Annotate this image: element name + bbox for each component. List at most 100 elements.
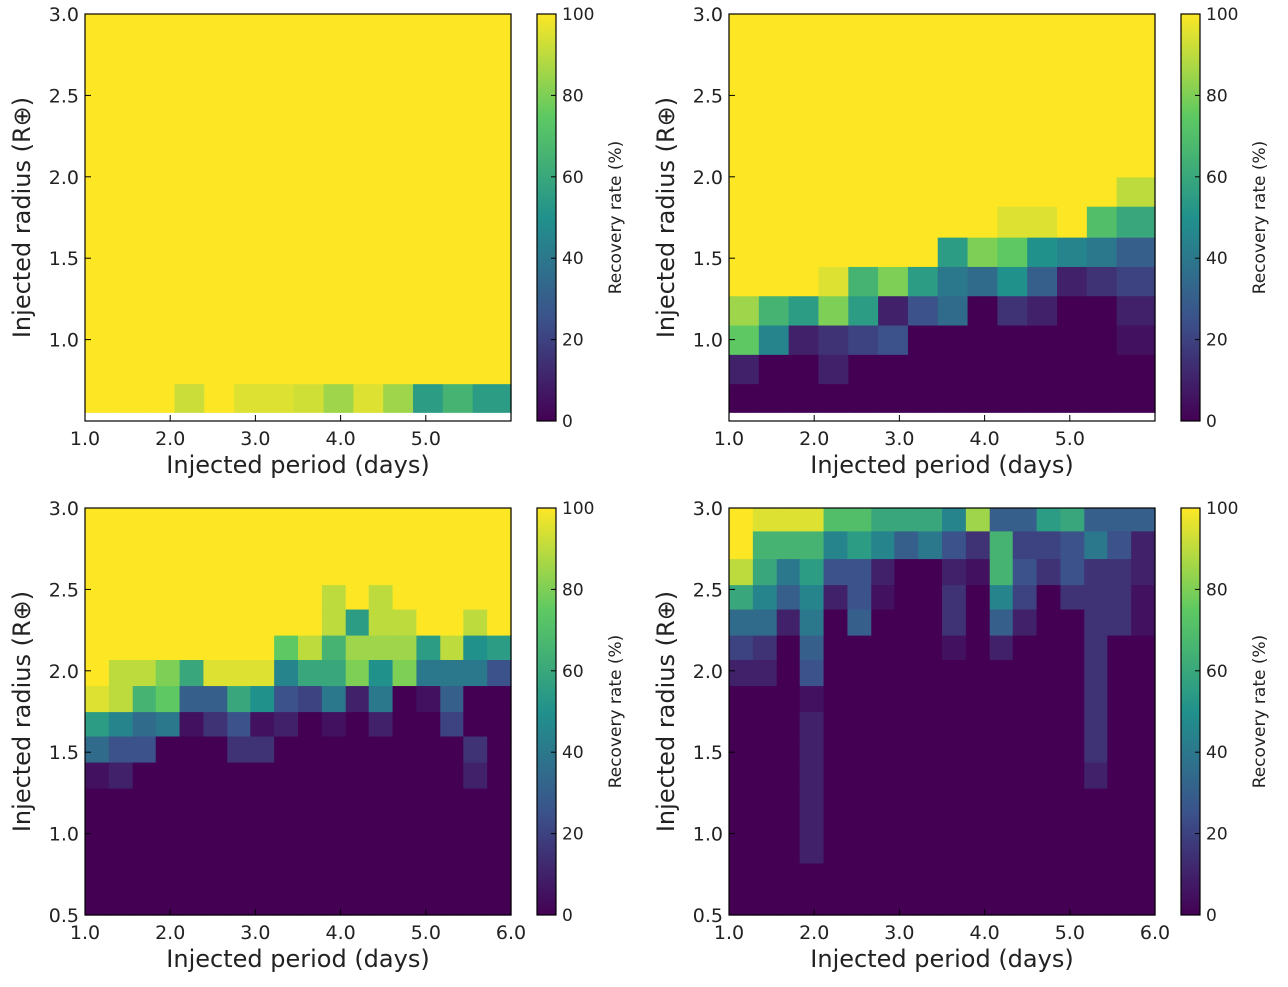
- heatmap-cell: [383, 87, 414, 119]
- heatmap-cell: [108, 735, 134, 763]
- heatmap-cell: [413, 87, 444, 119]
- heatmap-cell: [472, 147, 512, 178]
- heatmap-cell: [263, 324, 295, 355]
- colorbar: [536, 13, 557, 422]
- colorbar-tick-label: 20: [1206, 825, 1228, 845]
- heatmap-cell: [942, 788, 967, 864]
- heatmap-cell: [1012, 788, 1038, 864]
- heatmap-cell: [204, 14, 235, 30]
- heatmap-cell: [823, 634, 849, 660]
- heatmap-cell: [204, 237, 235, 267]
- heatmap-cell: [1012, 711, 1038, 737]
- heatmap-cell: [1107, 508, 1132, 532]
- heatmap-cell: [907, 118, 939, 149]
- heatmap-cell: [274, 584, 299, 610]
- heatmap-cell: [442, 266, 474, 297]
- heatmap-cell: [894, 788, 919, 864]
- heatmap-cell: [729, 685, 754, 713]
- heatmap-cell: [918, 584, 943, 610]
- heatmap-cell: [776, 608, 801, 636]
- heatmap-cell: [155, 735, 181, 763]
- heatmap-cell: [250, 608, 275, 636]
- x-tick-label: 6.0: [1140, 922, 1170, 944]
- heatmap-cell: [1131, 685, 1156, 713]
- heatmap-cell: [1084, 530, 1108, 560]
- heatmap-panel-bottom-left: 1.0 2.0 3.0 4.0 5.0 6.0 0.5 1.0 1.5 2.0 2.5 3.0 Inje…: [0, 494, 644, 987]
- heatmap-cell: [442, 354, 474, 385]
- heatmap-cell: [132, 711, 157, 737]
- heatmap-cell: [345, 608, 370, 636]
- heatmap-cell: [179, 711, 205, 737]
- heatmap-cell: [274, 685, 299, 713]
- heatmap-cell: [847, 735, 872, 763]
- heatmap-cell: [204, 354, 235, 385]
- heatmap-cell: [729, 735, 754, 763]
- heatmap-cell: [799, 584, 825, 610]
- heatmap-cell: [263, 266, 295, 297]
- heatmap-cell: [848, 87, 879, 119]
- heatmap-cell: [368, 608, 394, 636]
- heatmap-cell: [894, 530, 919, 560]
- colorbar-tick-label: 100: [1206, 5, 1238, 25]
- heatmap-cell: [204, 28, 235, 59]
- heatmap-cell: [918, 608, 943, 636]
- heatmap-cell: [234, 324, 265, 355]
- heatmap-empty-cell: [1057, 412, 1088, 421]
- heatmap-cell: [1012, 508, 1038, 532]
- axes-frame: [84, 507, 512, 916]
- heatmap-cell: [1036, 761, 1062, 789]
- heatmap-cell: [1060, 788, 1085, 864]
- heatmap-cell: [108, 584, 134, 610]
- heatmap-cell: [392, 608, 418, 636]
- heatmap-cell: [132, 659, 157, 687]
- heatmap-cell: [989, 608, 1014, 636]
- heatmap-cell: [965, 711, 991, 737]
- heatmap-cell: [1012, 608, 1038, 636]
- colorbar-tick-label: 60: [562, 662, 584, 682]
- heatmap-cell: [989, 761, 1014, 789]
- heatmap-cell: [1116, 206, 1156, 238]
- heatmap-cell: [1057, 237, 1088, 267]
- heatmap-cell: [114, 295, 146, 326]
- heatmap-cell: [942, 659, 967, 687]
- heatmap-cell: [878, 118, 909, 149]
- heatmap-cell: [799, 761, 825, 789]
- heatmap-cell: [729, 530, 754, 560]
- heatmap-cell: [1116, 324, 1156, 355]
- heatmap-cell: [383, 118, 414, 149]
- heatmap-cell: [848, 28, 879, 59]
- heatmap-cell: [85, 634, 110, 660]
- x-tick-label: 4.0: [325, 922, 355, 944]
- heatmap-cell: [413, 206, 444, 238]
- heatmap-cell: [1107, 735, 1132, 763]
- heatmap-cell: [442, 147, 474, 178]
- heatmap-cell: [132, 584, 157, 610]
- heatmap-cell: [758, 266, 790, 297]
- heatmap-cell: [85, 584, 110, 610]
- heatmap-cell: [848, 266, 879, 297]
- heatmap-cell: [1086, 383, 1118, 414]
- heatmap-cell: [878, 206, 909, 238]
- heatmap-cell: [85, 383, 116, 414]
- heatmap-cell: [752, 584, 778, 610]
- heatmap-cell: [293, 206, 325, 238]
- heatmap-cell: [463, 685, 488, 713]
- heatmap-cell: [847, 685, 872, 713]
- heatmap-cell: [442, 176, 474, 207]
- heatmap-cell: [1131, 608, 1156, 636]
- heatmap-cell: [383, 295, 414, 326]
- heatmap-cell: [752, 634, 778, 660]
- heatmap-cell: [440, 761, 464, 789]
- heatmap-cell: [353, 147, 384, 178]
- heatmap-cell: [263, 206, 295, 238]
- heatmap-cell: [353, 176, 384, 207]
- heatmap-cell: [937, 118, 969, 149]
- heatmap-cell: [323, 206, 354, 238]
- heatmap-cell: [799, 788, 825, 864]
- heatmap-cell: [788, 57, 820, 88]
- heatmap-cell: [878, 237, 909, 267]
- heatmap-cell: [487, 735, 512, 763]
- heatmap-cell: [848, 14, 879, 30]
- x-axis-title: Injected period (days): [810, 451, 1073, 479]
- colorbar-tick-label: 60: [1206, 662, 1228, 682]
